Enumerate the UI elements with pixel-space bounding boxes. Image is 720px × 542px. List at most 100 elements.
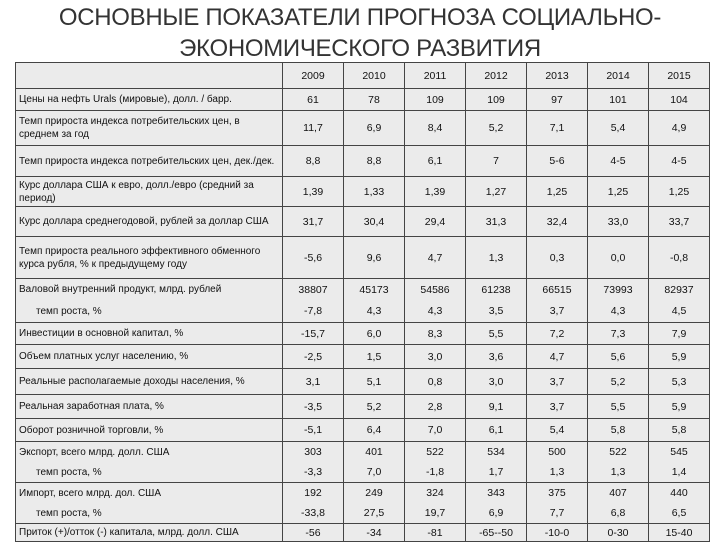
value-cell: 4-5 bbox=[587, 145, 649, 177]
value-cell: 6,9 bbox=[465, 503, 527, 524]
value-cell: 66515 bbox=[526, 278, 588, 301]
value-cell: 5,4 bbox=[587, 110, 649, 146]
value-cell: 401 bbox=[343, 441, 405, 463]
value-cell: 4,3 bbox=[587, 300, 649, 323]
value-cell: 3,0 bbox=[404, 344, 466, 369]
value-cell: 1,4 bbox=[648, 462, 710, 483]
value-cell: 3,5 bbox=[465, 300, 527, 323]
row-label: Валовой внутренний продукт, млрд. рублей bbox=[15, 278, 283, 301]
value-cell: 8,8 bbox=[282, 145, 344, 177]
table-row: Курс доллара среднегодовой, рублей за до… bbox=[15, 206, 710, 237]
value-cell: 1,3 bbox=[465, 236, 527, 279]
value-cell: 7,2 bbox=[526, 322, 588, 345]
year-header: 2011 bbox=[404, 62, 466, 89]
value-cell: 8,3 bbox=[404, 322, 466, 345]
table-row: Объем платных услуг населению, % -2,5 1,5 3… bbox=[15, 344, 710, 369]
value-cell: -5,1 bbox=[282, 418, 344, 442]
value-cell: 3,7 bbox=[526, 300, 588, 323]
value-cell: -15,7 bbox=[282, 322, 344, 345]
table-row: Импорт, всего млрд. дол. США 192 249 324 343… bbox=[15, 482, 710, 504]
table-row: Темп прироста индекса потребительских це… bbox=[15, 145, 710, 177]
value-cell: 7,0 bbox=[404, 418, 466, 442]
value-cell: 61 bbox=[282, 88, 344, 111]
value-cell: -56 bbox=[282, 523, 344, 542]
value-cell: 4,7 bbox=[404, 236, 466, 279]
value-cell: 440 bbox=[648, 482, 710, 504]
value-cell: 8,8 bbox=[343, 145, 405, 177]
value-cell: 1,39 bbox=[404, 176, 466, 207]
table-row: Цены на нефть Urals (мировые), долл. / б… bbox=[15, 88, 710, 111]
value-cell: 7,1 bbox=[526, 110, 588, 146]
table-row: Темп прироста индекса потребительских це… bbox=[15, 110, 710, 146]
row-label: темп роста, % bbox=[15, 503, 283, 524]
header-row: 2009 2010 2011 2012 2013 2014 2015 bbox=[15, 62, 710, 89]
value-cell: 11,7 bbox=[282, 110, 344, 146]
value-cell: -3,5 bbox=[282, 394, 344, 419]
row-label: Приток (+)/отток (-) капитала, млрд. дол… bbox=[15, 523, 283, 542]
value-cell: 9,6 bbox=[343, 236, 405, 279]
value-cell: 6,1 bbox=[404, 145, 466, 177]
value-cell: 5,8 bbox=[587, 418, 649, 442]
table-row: Темп прироста реального эффективного обм… bbox=[15, 236, 710, 279]
value-cell: 5,6 bbox=[587, 344, 649, 369]
value-cell: 7,0 bbox=[343, 462, 405, 483]
value-cell: 303 bbox=[282, 441, 344, 463]
value-cell: 3,7 bbox=[526, 394, 588, 419]
page-title: ОСНОВНЫЕ ПОКАЗАТЕЛИ ПРОГНОЗА СОЦИАЛЬНО- … bbox=[0, 2, 720, 64]
value-cell: -34 bbox=[343, 523, 405, 542]
value-cell: 82937 bbox=[648, 278, 710, 301]
value-cell: 3,7 bbox=[526, 368, 588, 395]
value-cell: 54586 bbox=[404, 278, 466, 301]
row-label: Оборот розничной торговли, % bbox=[15, 418, 283, 442]
value-cell: 45173 bbox=[343, 278, 405, 301]
row-label: темп роста, % bbox=[15, 462, 283, 483]
value-cell: 9,1 bbox=[465, 394, 527, 419]
value-cell: 61238 bbox=[465, 278, 527, 301]
value-cell: 1,3 bbox=[587, 462, 649, 483]
row-label: Темп прироста индекса потребительских це… bbox=[15, 110, 283, 146]
value-cell: 4,3 bbox=[404, 300, 466, 323]
value-cell: 32,4 bbox=[526, 206, 588, 237]
value-cell: 522 bbox=[404, 441, 466, 463]
table-row: Экспорт, всего млрд. долл. США 303 401 522 5… bbox=[15, 441, 710, 463]
value-cell: 4,5 bbox=[648, 300, 710, 323]
value-cell: 192 bbox=[282, 482, 344, 504]
value-cell: 109 bbox=[465, 88, 527, 111]
table-row: Оборот розничной торговли, % -5,1 6,4 7,0 6,… bbox=[15, 418, 710, 442]
row-label: Курс доллара США к евро, долл./евро (сре… bbox=[15, 176, 283, 207]
value-cell: -10-0 bbox=[526, 523, 588, 542]
value-cell: 6,0 bbox=[343, 322, 405, 345]
value-cell: 1,25 bbox=[526, 176, 588, 207]
year-header: 2015 bbox=[648, 62, 710, 89]
value-cell: 6,5 bbox=[648, 503, 710, 524]
value-cell: 7,9 bbox=[648, 322, 710, 345]
value-cell: 15-40 bbox=[648, 523, 710, 542]
value-cell: -7,8 bbox=[282, 300, 344, 323]
table-row: Инвестиции в основной капитал, % -15,7 6,0… bbox=[15, 322, 710, 345]
value-cell: 33,0 bbox=[587, 206, 649, 237]
table-row: Реальная заработная плата, % -3,5 5,2 2,8 9,… bbox=[15, 394, 710, 419]
row-label: Темп прироста реального эффективного обм… bbox=[15, 236, 283, 279]
table-row: Валовой внутренний продукт, млрд. рублей… bbox=[15, 278, 710, 301]
value-cell: 5,9 bbox=[648, 344, 710, 369]
row-label: Инвестиции в основной капитал, % bbox=[15, 322, 283, 345]
value-cell: 7,7 bbox=[526, 503, 588, 524]
value-cell: 5,8 bbox=[648, 418, 710, 442]
value-cell: 7,3 bbox=[587, 322, 649, 345]
year-header: 2010 bbox=[343, 62, 405, 89]
row-label: темп роста, % bbox=[15, 300, 283, 323]
value-cell: -2,5 bbox=[282, 344, 344, 369]
year-header: 2009 bbox=[282, 62, 344, 89]
value-cell: 522 bbox=[587, 441, 649, 463]
value-cell: 500 bbox=[526, 441, 588, 463]
header-empty-cell bbox=[15, 62, 283, 89]
value-cell: 3,0 bbox=[465, 368, 527, 395]
value-cell: 0,3 bbox=[526, 236, 588, 279]
value-cell: -81 bbox=[404, 523, 466, 542]
value-cell: 104 bbox=[648, 88, 710, 111]
value-cell: 5,5 bbox=[587, 394, 649, 419]
value-cell: 31,7 bbox=[282, 206, 344, 237]
value-cell: 5,2 bbox=[465, 110, 527, 146]
value-cell: 4,3 bbox=[343, 300, 405, 323]
value-cell: 5,2 bbox=[343, 394, 405, 419]
